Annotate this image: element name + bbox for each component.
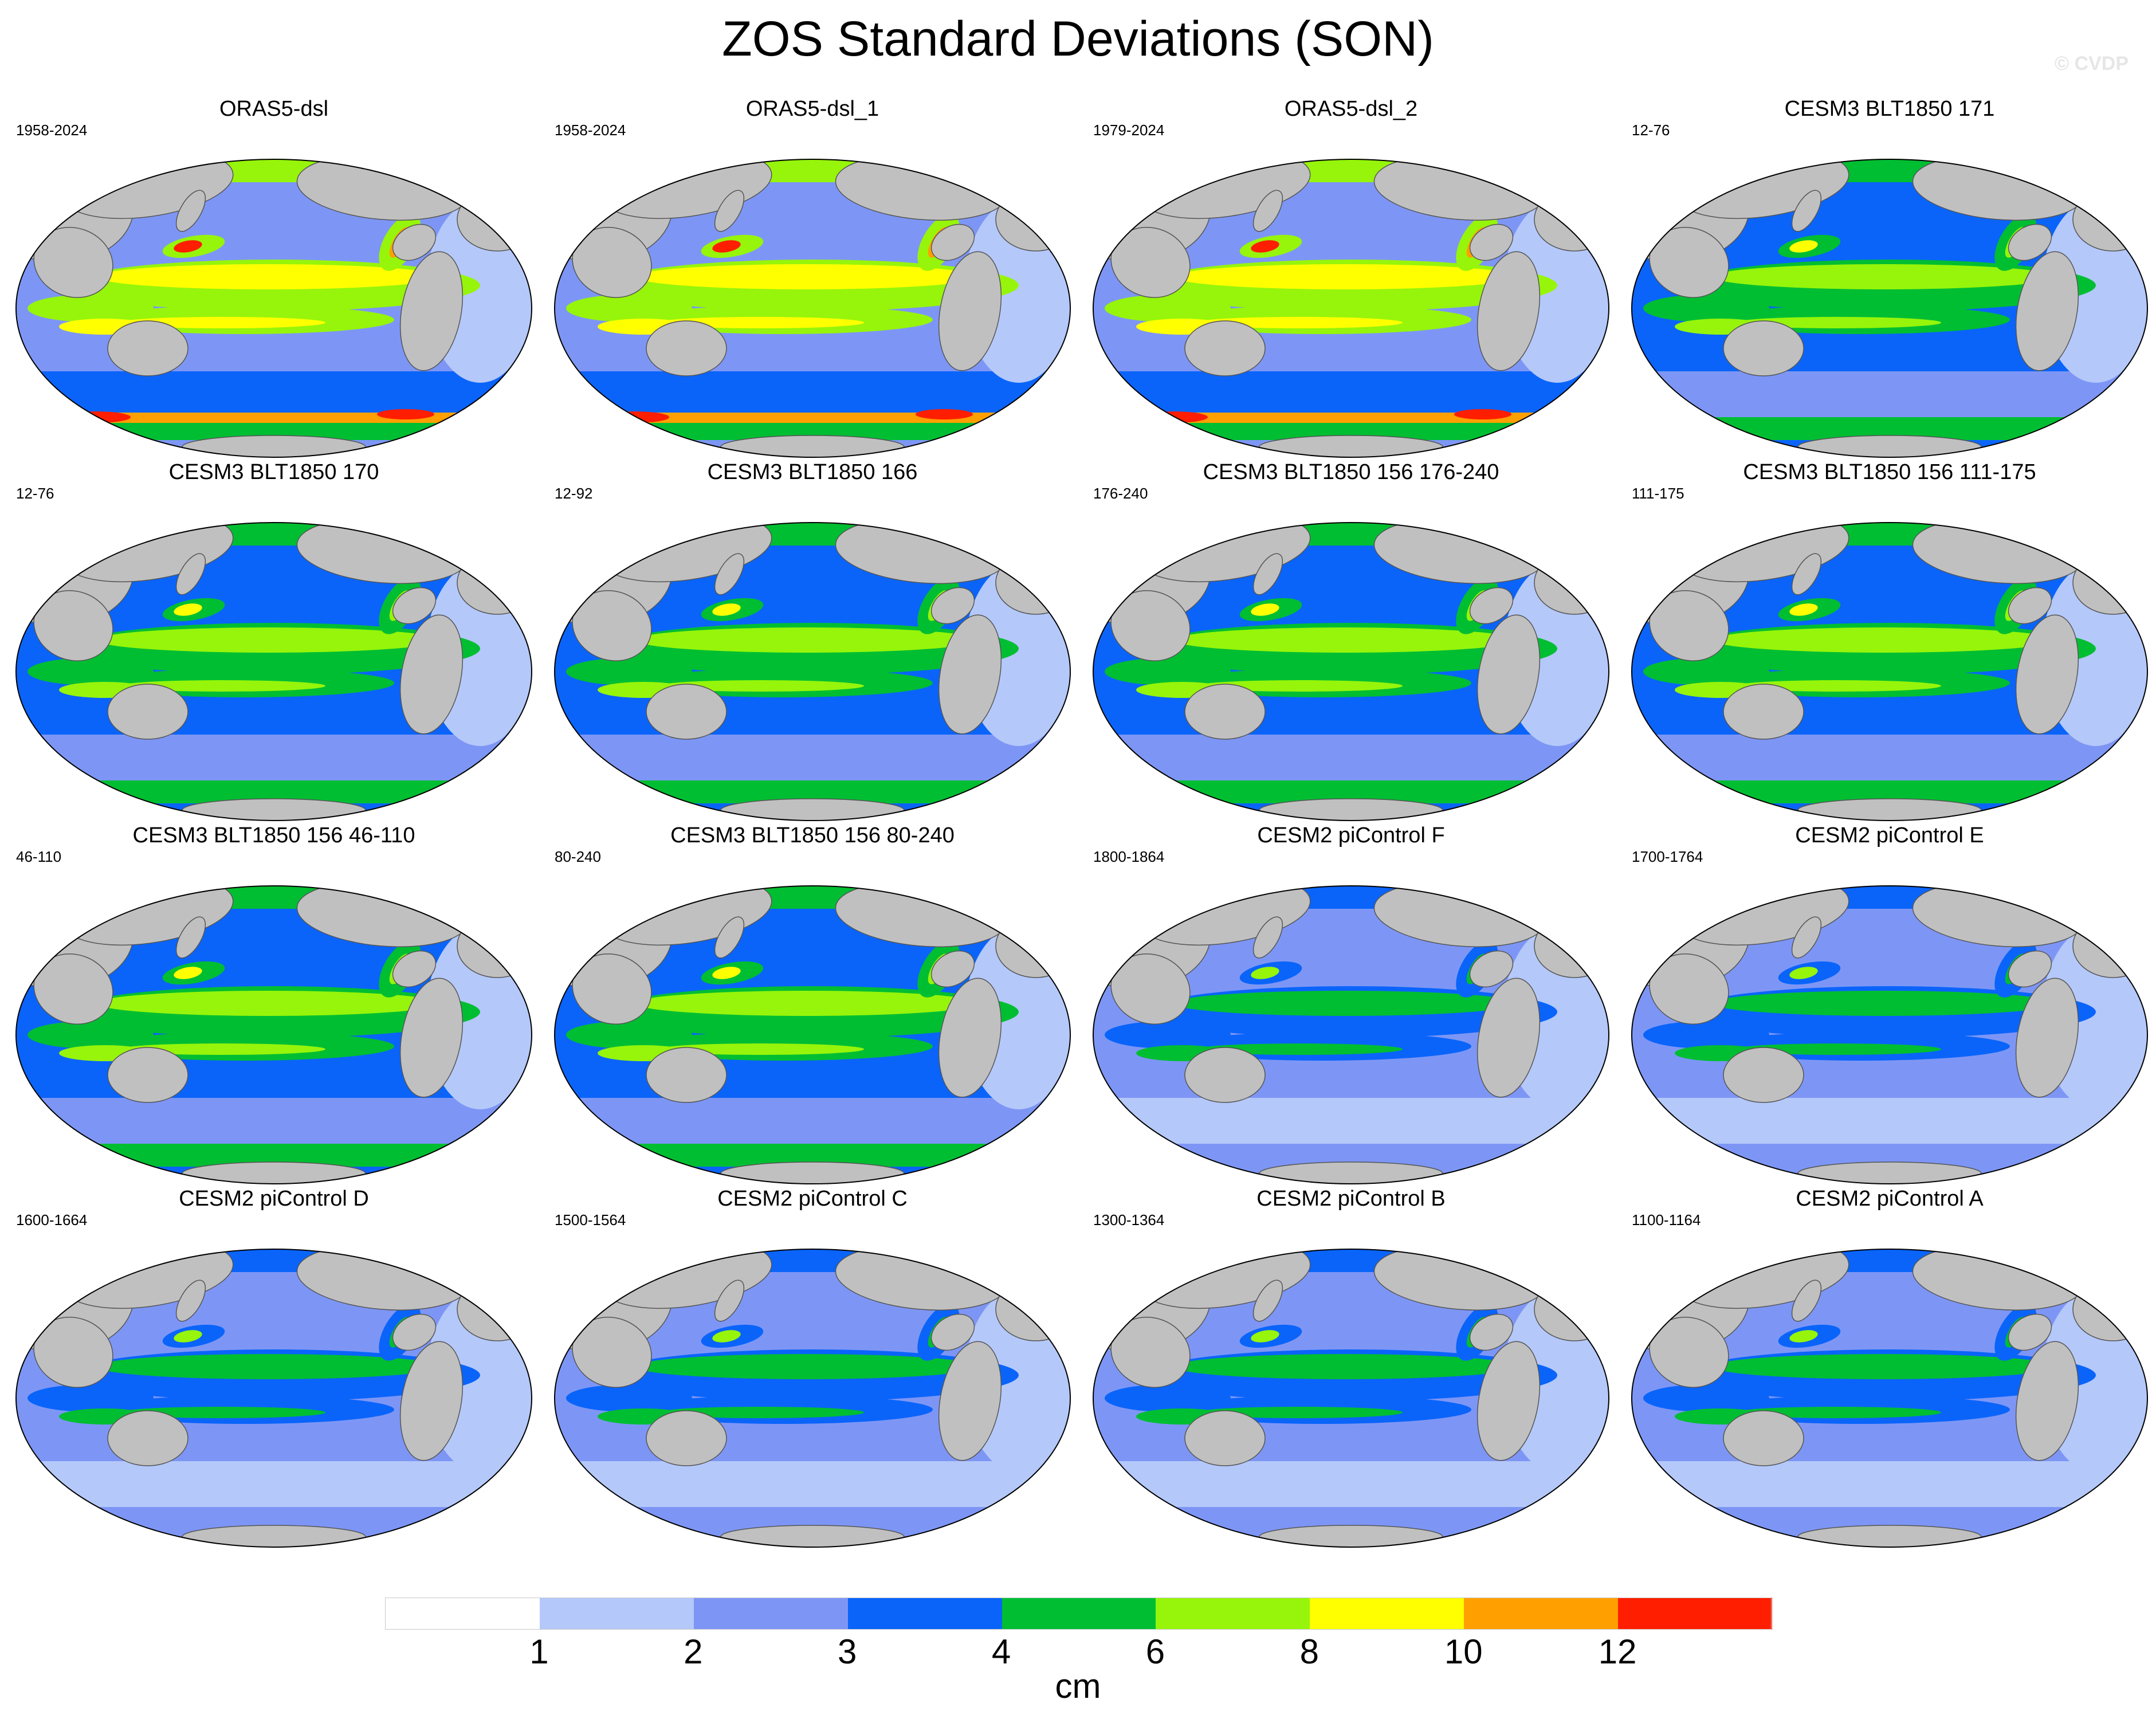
panel-title: ORAS5-dsl_1 [745,97,879,121]
panel-title: CESM2 piControl C [717,1187,908,1211]
colorbar-segment [1155,1598,1310,1630]
colorbar-tick-label: 4 [991,1632,1011,1671]
colorbar-tick-label: 8 [1299,1632,1319,1671]
panel-title: CESM3 BLT1850 156 111-175 [1743,460,2036,484]
colorbar-tick-label: 3 [837,1632,857,1671]
colorbar-segment [1001,1598,1156,1630]
colorbar-tick-label: 12 [1598,1632,1637,1671]
colorbar-segment [385,1598,540,1630]
map-panel: CESM2 piControl D 1600-1664 [5,1186,543,1550]
colorbar [385,1598,1772,1630]
map-panel: ORAS5-dsl 1958-2024 [5,96,543,460]
map-panel: CESM3 BLT1850 171 12-76 [1620,96,2156,460]
page-title: ZOS Standard Deviations (SON) [722,11,1434,66]
map-panel: CESM2 piControl A 1100-1164 [1620,1186,2156,1550]
panel-title: CESM3 BLT1850 156 176-240 [1203,460,1499,484]
panel-title: ORAS5-dsl [219,97,329,121]
panel-years: 12-92 [555,485,593,502]
panel-title: CESM3 BLT1850 170 [168,460,379,484]
world-map [554,522,1071,821]
cvdp-watermark: © CVDP [2055,53,2128,74]
panel-title: CESM2 piControl B [1256,1187,1446,1211]
world-map [1093,1249,1609,1548]
map-panel: CESM3 BLT1850 156 46-110 46-110 [5,823,543,1187]
map-panel: CESM2 piControl F 1800-1864 [1082,823,1620,1187]
panel-years: 1300-1364 [1093,1211,1165,1229]
panel-title: CESM2 piControl F [1257,823,1445,847]
panel-title: CESM3 BLT1850 171 [1784,97,1995,121]
panel-years: 1600-1664 [16,1211,88,1229]
world-map [15,885,532,1184]
panel-years: 111-175 [1632,485,1684,502]
map-panel: CESM3 BLT1850 156 111-175 111-175 [1620,460,2156,823]
map-panel: ORAS5-dsl_1 1958-2024 [543,96,1082,460]
world-map [554,1249,1071,1548]
map-panel: CESM2 piControl E 1700-1764 [1620,823,2156,1187]
map-panel: CESM2 piControl C 1500-1564 [543,1186,1082,1550]
panel-title: CESM2 piControl A [1796,1187,1984,1211]
world-map [1631,1249,2148,1548]
colorbar-tick-label: 10 [1444,1632,1483,1671]
panel-title: CESM3 BLT1850 156 80-240 [670,823,955,847]
world-map [1093,885,1609,1184]
panel-years: 1958-2024 [555,121,626,139]
panel-years: 1979-2024 [1093,121,1165,139]
colorbar-tick-label: 1 [529,1632,549,1671]
world-map [1093,159,1609,458]
colorbar-segment [693,1598,848,1630]
world-map [1631,159,2148,458]
colorbar-segment [1309,1598,1464,1630]
panel-years: 1800-1864 [1093,848,1165,865]
map-panel: CESM2 piControl B 1300-1364 [1082,1186,1620,1550]
world-map [1093,522,1609,821]
colorbar-tick-label: 2 [684,1632,703,1671]
map-panel: ORAS5-dsl_2 1979-2024 [1082,96,1620,460]
colorbar-unit-label: cm [1055,1667,1101,1705]
panel-title: CESM3 BLT1850 156 46-110 [132,823,415,847]
colorbar-segment [1463,1598,1619,1630]
panel-years: 176-240 [1093,485,1148,502]
world-map [554,159,1071,458]
panel-years: 1958-2024 [16,121,88,139]
world-map [15,1249,532,1548]
panel-years: 1700-1764 [1632,848,1703,865]
colorbar-segment [847,1598,1002,1630]
panel-years: 1100-1164 [1632,1211,1701,1229]
map-panel: CESM3 BLT1850 156 80-240 80-240 [543,823,1082,1187]
map-panel: CESM3 BLT1850 156 176-240 176-240 [1082,460,1620,823]
world-map [15,159,532,458]
map-panel: CESM3 BLT1850 170 12-76 [5,460,543,823]
panel-title: CESM2 piControl E [1795,823,1984,847]
world-map [1631,522,2148,821]
panel-title: CESM2 piControl D [179,1187,369,1211]
world-map [15,522,532,821]
panel-years: 12-76 [16,485,54,502]
world-map [1631,885,2148,1184]
panel-years: 1500-1564 [555,1211,626,1229]
colorbar-segment [539,1598,694,1630]
panel-title: ORAS5-dsl_2 [1284,97,1418,121]
map-panel: CESM3 BLT1850 166 12-92 [543,460,1082,823]
panel-years: 12-76 [1632,121,1670,139]
colorbar-segment [1617,1598,1772,1630]
panel-years: 46-110 [16,848,62,865]
panel-years: 80-240 [555,848,601,865]
colorbar-tick-label: 6 [1145,1632,1165,1671]
panel-title: CESM3 BLT1850 166 [707,460,918,484]
world-map [554,885,1071,1184]
